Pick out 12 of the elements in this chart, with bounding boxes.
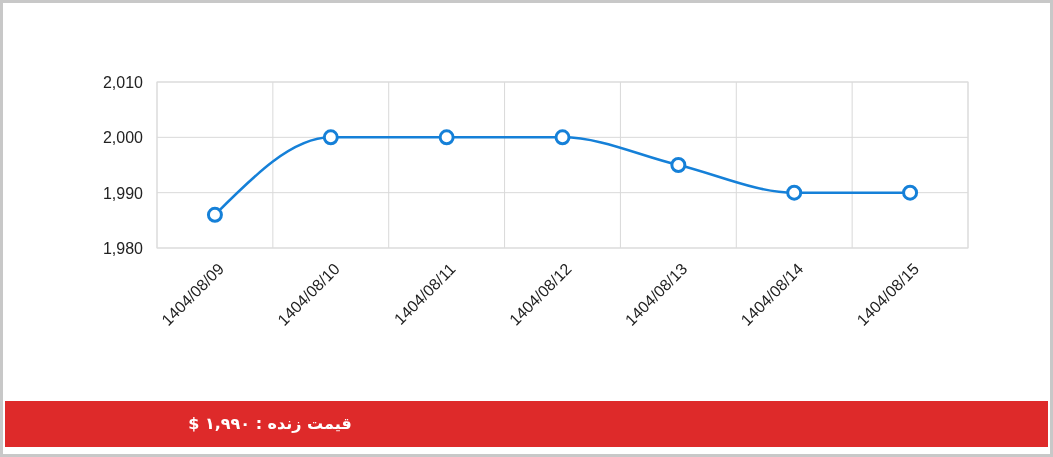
y-tick-label: 2,010 xyxy=(102,74,144,91)
point xyxy=(786,184,803,201)
y-tick-label: 2,000 xyxy=(102,129,144,147)
point xyxy=(902,184,919,201)
point xyxy=(206,206,223,223)
point xyxy=(554,129,571,146)
point xyxy=(670,157,687,173)
text: قیمت زنده : ۱,۹۹۰ $ xyxy=(188,414,352,433)
point xyxy=(438,129,455,146)
point xyxy=(322,129,339,146)
y-tick-label: 1,980 xyxy=(102,240,144,257)
y-tick-label: 1,990 xyxy=(102,184,144,202)
